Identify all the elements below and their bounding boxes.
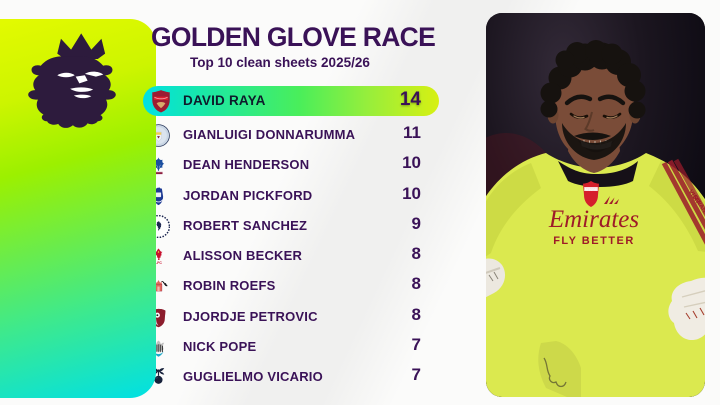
svg-text:Emirates: Emirates bbox=[548, 206, 639, 233]
svg-text:LFC: LFC bbox=[155, 261, 162, 265]
svg-text:Arsenal: Arsenal bbox=[584, 188, 597, 192]
svg-text:FLY BETTER: FLY BETTER bbox=[553, 235, 635, 247]
